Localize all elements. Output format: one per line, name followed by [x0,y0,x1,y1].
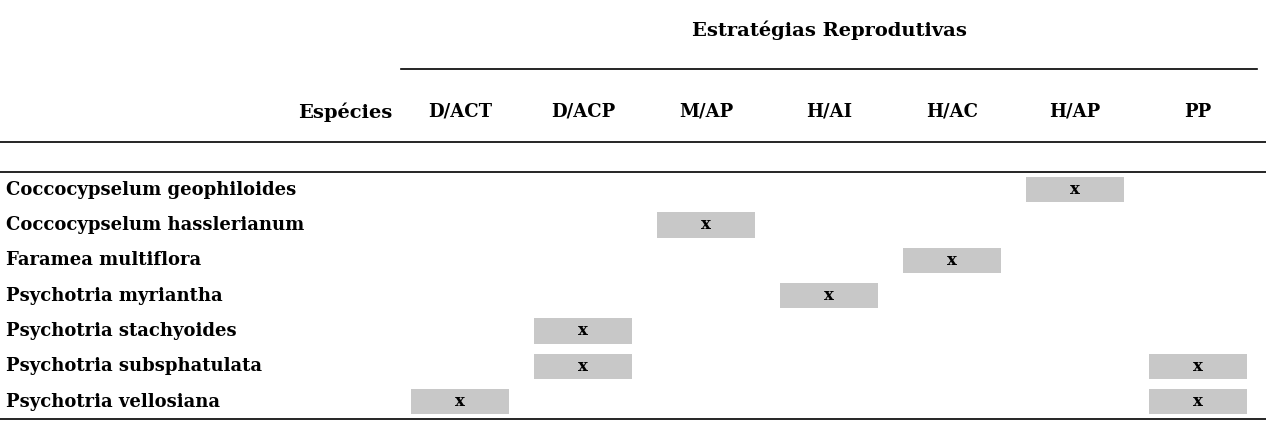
Text: Coccocypselum geophiloides: Coccocypselum geophiloides [6,181,296,199]
Text: Faramea multiflora: Faramea multiflora [6,251,201,269]
Bar [780,283,879,308]
Text: x: x [701,216,711,233]
Bar [657,212,756,238]
Text: x: x [1070,181,1080,198]
Text: Psychotria stachyoides: Psychotria stachyoides [6,322,237,340]
Text: x: x [1194,393,1203,410]
Text: Psychotria myriantha: Psychotria myriantha [6,287,223,304]
Bar [411,389,509,415]
Bar [903,248,1001,273]
Bar [1025,177,1124,203]
Text: H/AI: H/AI [806,103,852,121]
Text: Espécies: Espécies [299,102,392,122]
Bar [534,353,633,379]
Bar [1150,389,1247,415]
Bar [534,318,633,344]
Text: H/AP: H/AP [1050,103,1101,121]
Text: x: x [579,322,589,339]
Bar [1150,353,1247,379]
Text: x: x [456,393,465,410]
Text: Psychotria subsphatulata: Psychotria subsphatulata [6,357,262,375]
Text: D/ACP: D/ACP [551,103,615,121]
Text: x: x [824,287,834,304]
Text: Psychotria vellosiana: Psychotria vellosiana [6,393,220,411]
Text: x: x [947,252,957,269]
Text: M/AP: M/AP [679,103,733,121]
Text: H/AC: H/AC [927,103,979,121]
Text: PP: PP [1185,103,1212,121]
Text: D/ACT: D/ACT [428,103,492,121]
Text: x: x [579,358,589,375]
Text: Estratégias Reprodutivas: Estratégias Reprodutivas [691,20,967,40]
Text: x: x [1194,358,1203,375]
Text: Coccocypselum hasslerianum: Coccocypselum hasslerianum [6,216,305,234]
